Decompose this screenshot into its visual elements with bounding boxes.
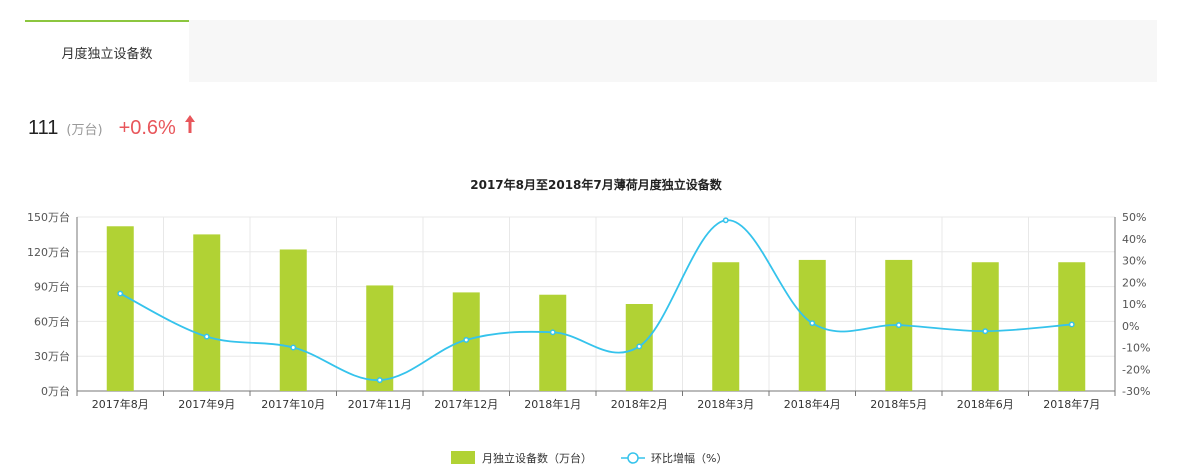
bar bbox=[971, 262, 999, 391]
y-left-tick-label: 0万台 bbox=[41, 384, 70, 398]
summary-unit: (万台) bbox=[66, 123, 103, 138]
x-tick-label: 2018年2月 bbox=[611, 397, 668, 411]
legend-swatch-marker bbox=[627, 452, 639, 464]
line-point bbox=[463, 336, 470, 343]
line-point bbox=[982, 328, 989, 335]
bar bbox=[106, 226, 134, 391]
x-tick-label: 2018年5月 bbox=[870, 397, 927, 411]
legend-swatch-bar bbox=[451, 451, 475, 464]
y-right-tick-label: 20% bbox=[1122, 276, 1146, 289]
tab-monthly-unique-devices[interactable]: 月度独立设备数 bbox=[25, 20, 189, 82]
line-point bbox=[290, 344, 297, 351]
bar bbox=[712, 262, 740, 391]
x-tick-label: 2018年6月 bbox=[957, 397, 1014, 411]
y-right-tick-label: 0% bbox=[1122, 320, 1139, 333]
summary-stat: 111 (万台) +0.6% bbox=[28, 114, 196, 140]
bar bbox=[279, 249, 307, 391]
y-right-tick-label: 40% bbox=[1122, 233, 1146, 246]
tab-bar: 月度独立设备数 bbox=[25, 20, 1157, 82]
bar bbox=[193, 234, 221, 391]
y-left-tick-label: 60万台 bbox=[34, 314, 70, 328]
x-tick-label: 2017年12月 bbox=[434, 397, 498, 411]
y-left-tick-label: 90万台 bbox=[34, 280, 70, 294]
x-tick-label: 2018年3月 bbox=[697, 397, 754, 411]
line-point bbox=[549, 329, 556, 336]
chart-title: 2017年8月至2018年7月薄荷月度独立设备数 bbox=[470, 177, 722, 192]
legend-label-line: 环比增幅（%） bbox=[651, 451, 727, 465]
arrow-up-icon bbox=[184, 115, 195, 133]
x-tick-label: 2017年10月 bbox=[261, 397, 325, 411]
tab-label: 月度独立设备数 bbox=[61, 46, 153, 62]
y-right-tick-label: -20% bbox=[1122, 363, 1150, 376]
summary-value: 111 bbox=[28, 117, 59, 139]
legend-label-bar: 月独立设备数（万台） bbox=[482, 451, 592, 465]
line-point bbox=[809, 320, 816, 327]
line-point bbox=[636, 343, 643, 350]
bar bbox=[539, 294, 567, 391]
line-point bbox=[376, 377, 383, 384]
x-tick-label: 2018年7月 bbox=[1043, 397, 1100, 411]
y-right-tick-label: 10% bbox=[1122, 298, 1146, 311]
x-tick-label: 2017年11月 bbox=[348, 397, 412, 411]
y-right-tick-label: 30% bbox=[1122, 255, 1146, 268]
y-right-tick-label: -10% bbox=[1122, 342, 1150, 355]
line-point bbox=[117, 290, 124, 297]
y-left-tick-label: 150万台 bbox=[27, 210, 70, 224]
y-right-tick-label: 50% bbox=[1122, 211, 1146, 224]
bar bbox=[366, 285, 394, 391]
line-point bbox=[203, 333, 210, 340]
line-point bbox=[1068, 321, 1075, 328]
line-point bbox=[895, 322, 902, 329]
x-tick-label: 2017年9月 bbox=[178, 397, 235, 411]
x-tick-label: 2018年1月 bbox=[524, 397, 581, 411]
summary-change: +0.6% bbox=[118, 117, 176, 139]
y-left-tick-label: 30万台 bbox=[34, 349, 70, 363]
x-tick-label: 2017年8月 bbox=[92, 397, 149, 411]
x-tick-label: 2018年4月 bbox=[784, 397, 841, 411]
y-left-tick-label: 120万台 bbox=[27, 245, 70, 259]
line-point bbox=[722, 217, 729, 224]
y-right-tick-label: -30% bbox=[1122, 385, 1150, 398]
